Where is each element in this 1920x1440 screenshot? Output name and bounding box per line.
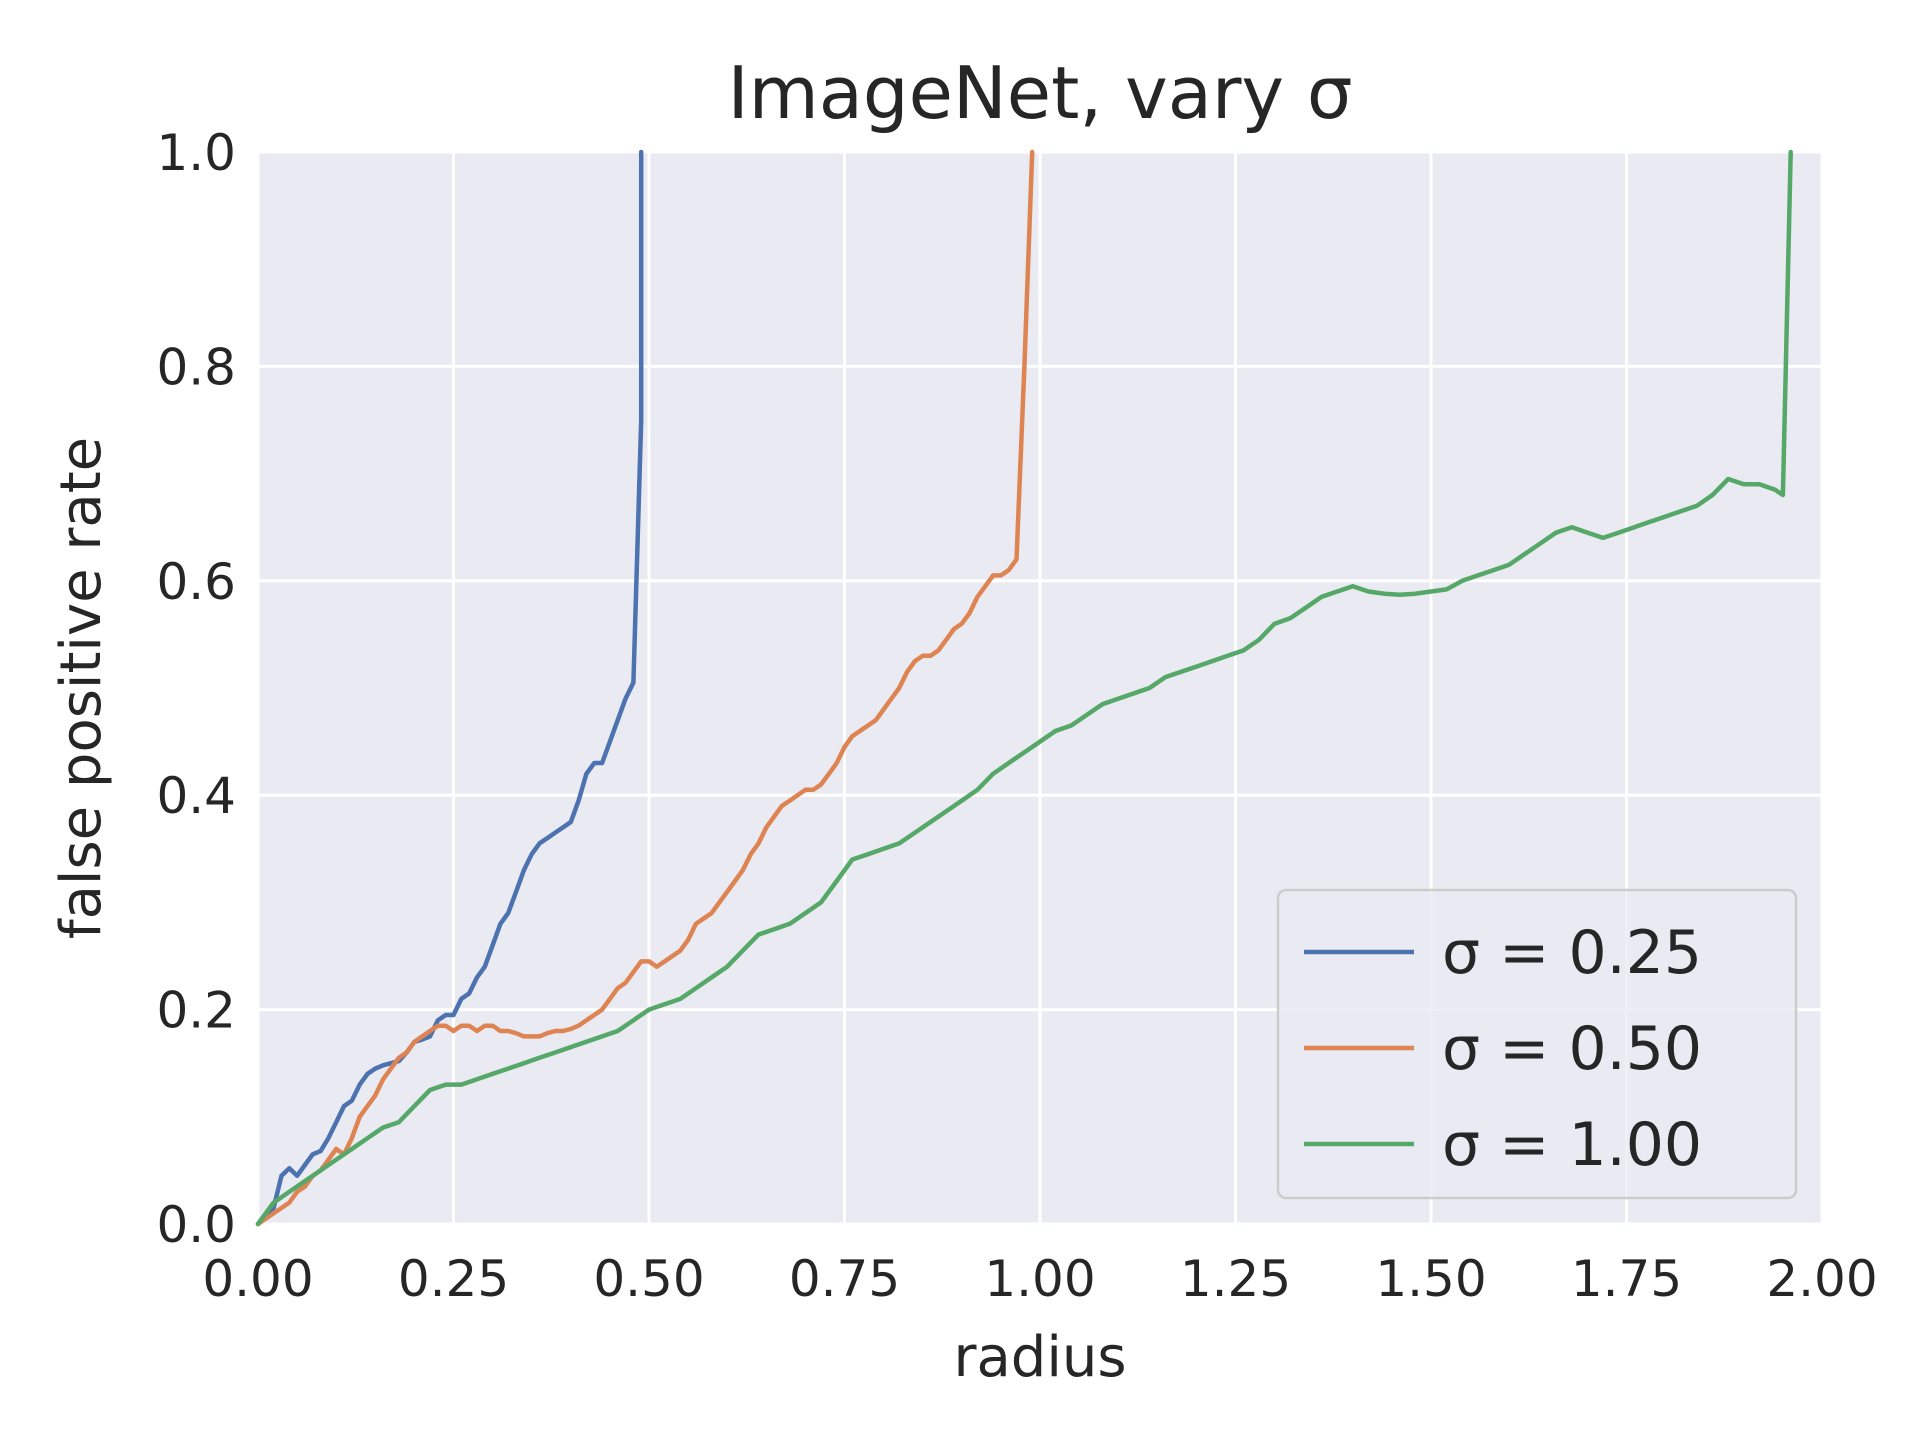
x-tick-label: 2.00 [1766, 1250, 1877, 1308]
x-tick-labels: 0.00 0.25 0.50 0.75 1.00 1.25 1.50 1.75 2.00 [202, 1250, 1877, 1308]
x-tick-label: 1.00 [984, 1250, 1095, 1308]
y-tick-labels: 0.0 0.2 0.4 0.6 0.8 1.0 [156, 124, 236, 1254]
y-tick-label: 0.4 [156, 767, 236, 825]
x-tick-label: 1.75 [1571, 1250, 1682, 1308]
x-axis-label: radius [953, 1325, 1126, 1390]
y-tick-label: 0.2 [156, 982, 236, 1040]
y-tick-label: 0.6 [156, 553, 236, 611]
x-tick-label: 0.00 [202, 1250, 313, 1308]
legend-label-3: σ = 1.00 [1442, 1110, 1702, 1180]
y-tick-label: 0.8 [156, 338, 236, 396]
x-tick-label: 0.75 [789, 1250, 900, 1308]
y-axis-label: false positive rate [49, 437, 114, 939]
series-line-3 [255, 149, 1793, 1227]
legend-label-2: σ = 0.50 [1442, 1014, 1702, 1084]
y-tick-label: 0.0 [156, 1196, 236, 1254]
chart-title: ImageNet, vary σ [727, 51, 1352, 135]
x-tick-label: 1.25 [1180, 1250, 1291, 1308]
series-line-2 [255, 149, 1035, 1227]
legend-box [1276, 888, 1798, 1200]
series-group [255, 149, 1793, 1227]
x-tick-label: 1.50 [1375, 1250, 1486, 1308]
y-tick-label: 1.0 [156, 124, 236, 182]
x-tick-label: 0.25 [398, 1250, 509, 1308]
series-line-1 [255, 149, 644, 1227]
legend-label-1: σ = 0.25 [1442, 918, 1702, 988]
legend: σ = 0.25 σ = 0.50 σ = 1.00 [1276, 888, 1798, 1200]
x-tick-label: 0.50 [593, 1250, 704, 1308]
